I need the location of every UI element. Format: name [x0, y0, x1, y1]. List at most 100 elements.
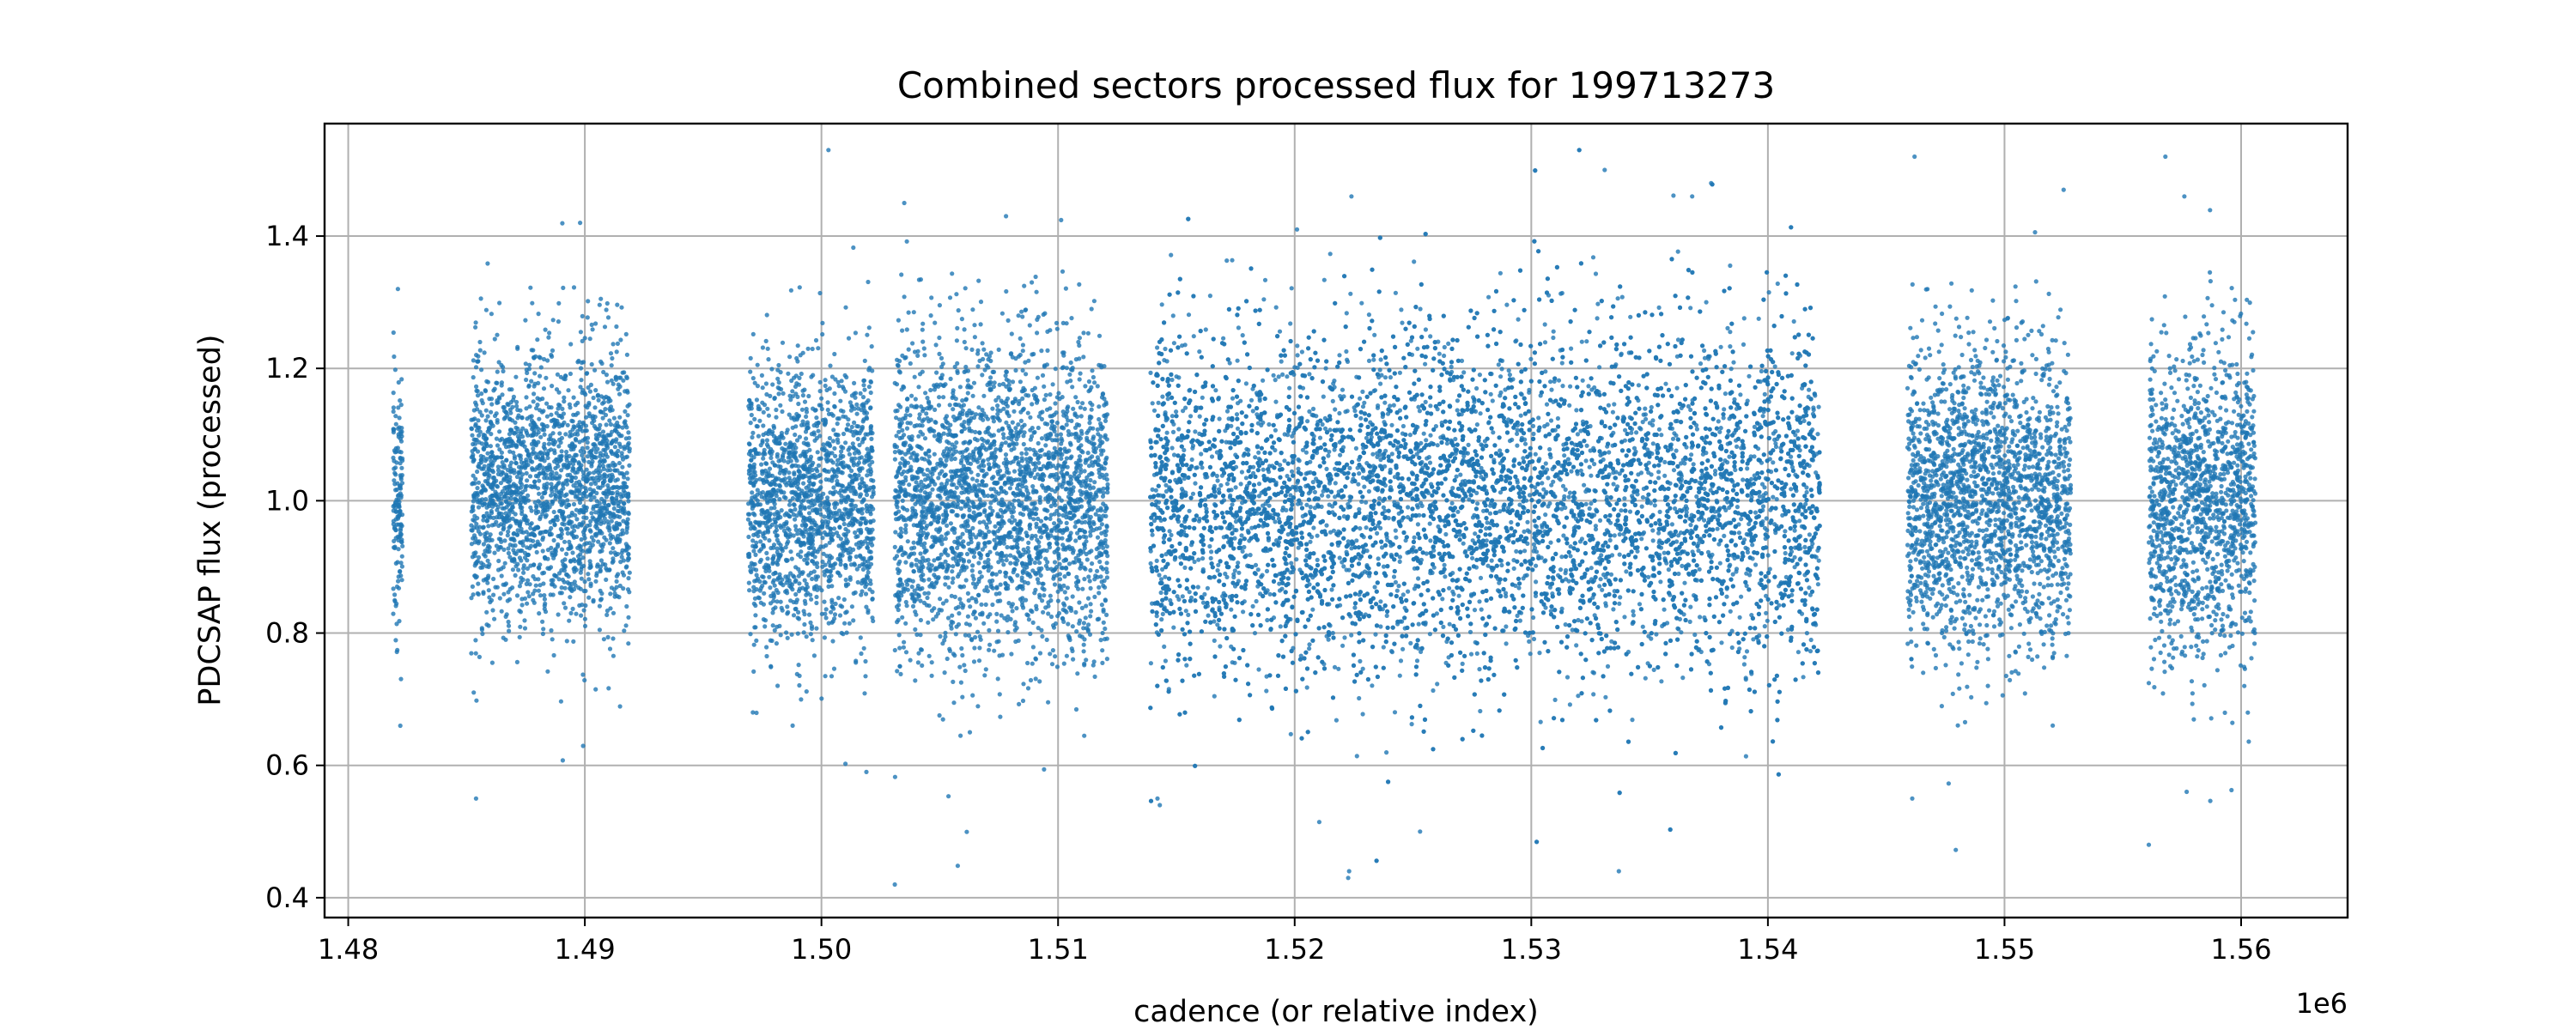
data-point — [487, 513, 492, 518]
data-point — [504, 409, 509, 415]
data-point — [798, 353, 803, 358]
data-point — [1083, 481, 1088, 486]
data-point — [538, 434, 544, 439]
data-point — [777, 623, 782, 629]
data-point — [841, 431, 847, 437]
data-point — [862, 387, 867, 392]
data-point — [866, 565, 872, 570]
data-point — [835, 416, 841, 421]
data-point — [513, 445, 519, 450]
data-point — [937, 351, 942, 356]
data-point — [399, 554, 404, 559]
data-point — [801, 481, 806, 486]
data-point — [760, 439, 765, 445]
data-point — [538, 457, 543, 462]
data-point — [483, 418, 489, 423]
data-point — [822, 468, 827, 473]
data-point — [478, 457, 483, 463]
data-point — [572, 458, 578, 464]
data-point — [552, 492, 557, 498]
data-point — [478, 296, 483, 301]
data-point — [869, 344, 874, 349]
data-point — [976, 658, 982, 663]
data-point — [774, 407, 779, 413]
data-point — [508, 443, 513, 448]
data-point — [560, 501, 565, 506]
data-point — [856, 406, 861, 411]
data-point — [615, 468, 620, 473]
data-point — [779, 508, 784, 513]
data-point — [803, 474, 808, 479]
data-point — [476, 581, 481, 586]
data-point — [624, 526, 629, 531]
data-point — [627, 435, 632, 440]
data-point — [399, 512, 405, 518]
data-point — [626, 615, 631, 620]
data-point — [579, 566, 584, 573]
data-point — [1077, 454, 1083, 459]
data-point — [392, 545, 397, 550]
data-point — [861, 498, 866, 503]
data-point — [765, 556, 770, 561]
data-point — [574, 611, 579, 616]
data-point — [802, 557, 807, 562]
data-point — [749, 457, 754, 463]
data-point — [788, 397, 793, 403]
data-point — [513, 460, 519, 465]
data-point — [1090, 368, 1095, 373]
data-point — [550, 431, 556, 436]
data-point — [816, 428, 821, 433]
data-point — [848, 400, 854, 405]
data-point — [829, 467, 835, 472]
data-point — [929, 673, 934, 678]
data-point — [531, 399, 536, 404]
data-point — [892, 457, 897, 462]
data-point — [475, 469, 480, 475]
data-point — [536, 312, 541, 317]
data-point — [562, 563, 568, 568]
data-point — [751, 464, 756, 470]
data-point — [776, 380, 781, 385]
data-point — [1048, 593, 1053, 598]
data-point — [620, 464, 625, 470]
data-point — [908, 403, 914, 409]
data-point — [537, 611, 542, 616]
data-point — [586, 595, 592, 600]
data-point — [839, 511, 845, 517]
data-point — [955, 325, 960, 330]
data-point — [823, 418, 829, 423]
data-point — [1013, 477, 1018, 482]
data-point — [908, 657, 913, 663]
data-point — [623, 565, 629, 570]
data-point — [522, 626, 528, 631]
data-point — [539, 494, 545, 500]
data-point — [1036, 425, 1041, 431]
data-point — [803, 601, 808, 606]
data-point — [594, 573, 599, 579]
data-point — [625, 476, 630, 482]
data-point — [618, 337, 623, 342]
data-point — [920, 321, 926, 326]
data-point — [496, 360, 501, 365]
data-point — [610, 408, 615, 413]
data-point — [792, 451, 797, 457]
data-point — [846, 529, 851, 534]
data-point — [565, 526, 570, 531]
data-point — [859, 651, 864, 657]
data-point — [1073, 706, 1079, 712]
data-point — [582, 623, 588, 629]
data-point — [483, 531, 488, 536]
data-point — [1100, 648, 1105, 653]
data-point — [844, 630, 849, 635]
data-point — [567, 618, 572, 623]
data-point — [1048, 516, 1053, 522]
data-point — [866, 457, 872, 463]
data-point — [761, 574, 766, 579]
data-point — [483, 441, 489, 446]
data-point — [488, 599, 493, 605]
data-point — [608, 606, 613, 611]
data-point — [1077, 336, 1082, 341]
data-point — [841, 521, 847, 527]
data-point — [626, 545, 632, 550]
data-point — [525, 370, 530, 376]
